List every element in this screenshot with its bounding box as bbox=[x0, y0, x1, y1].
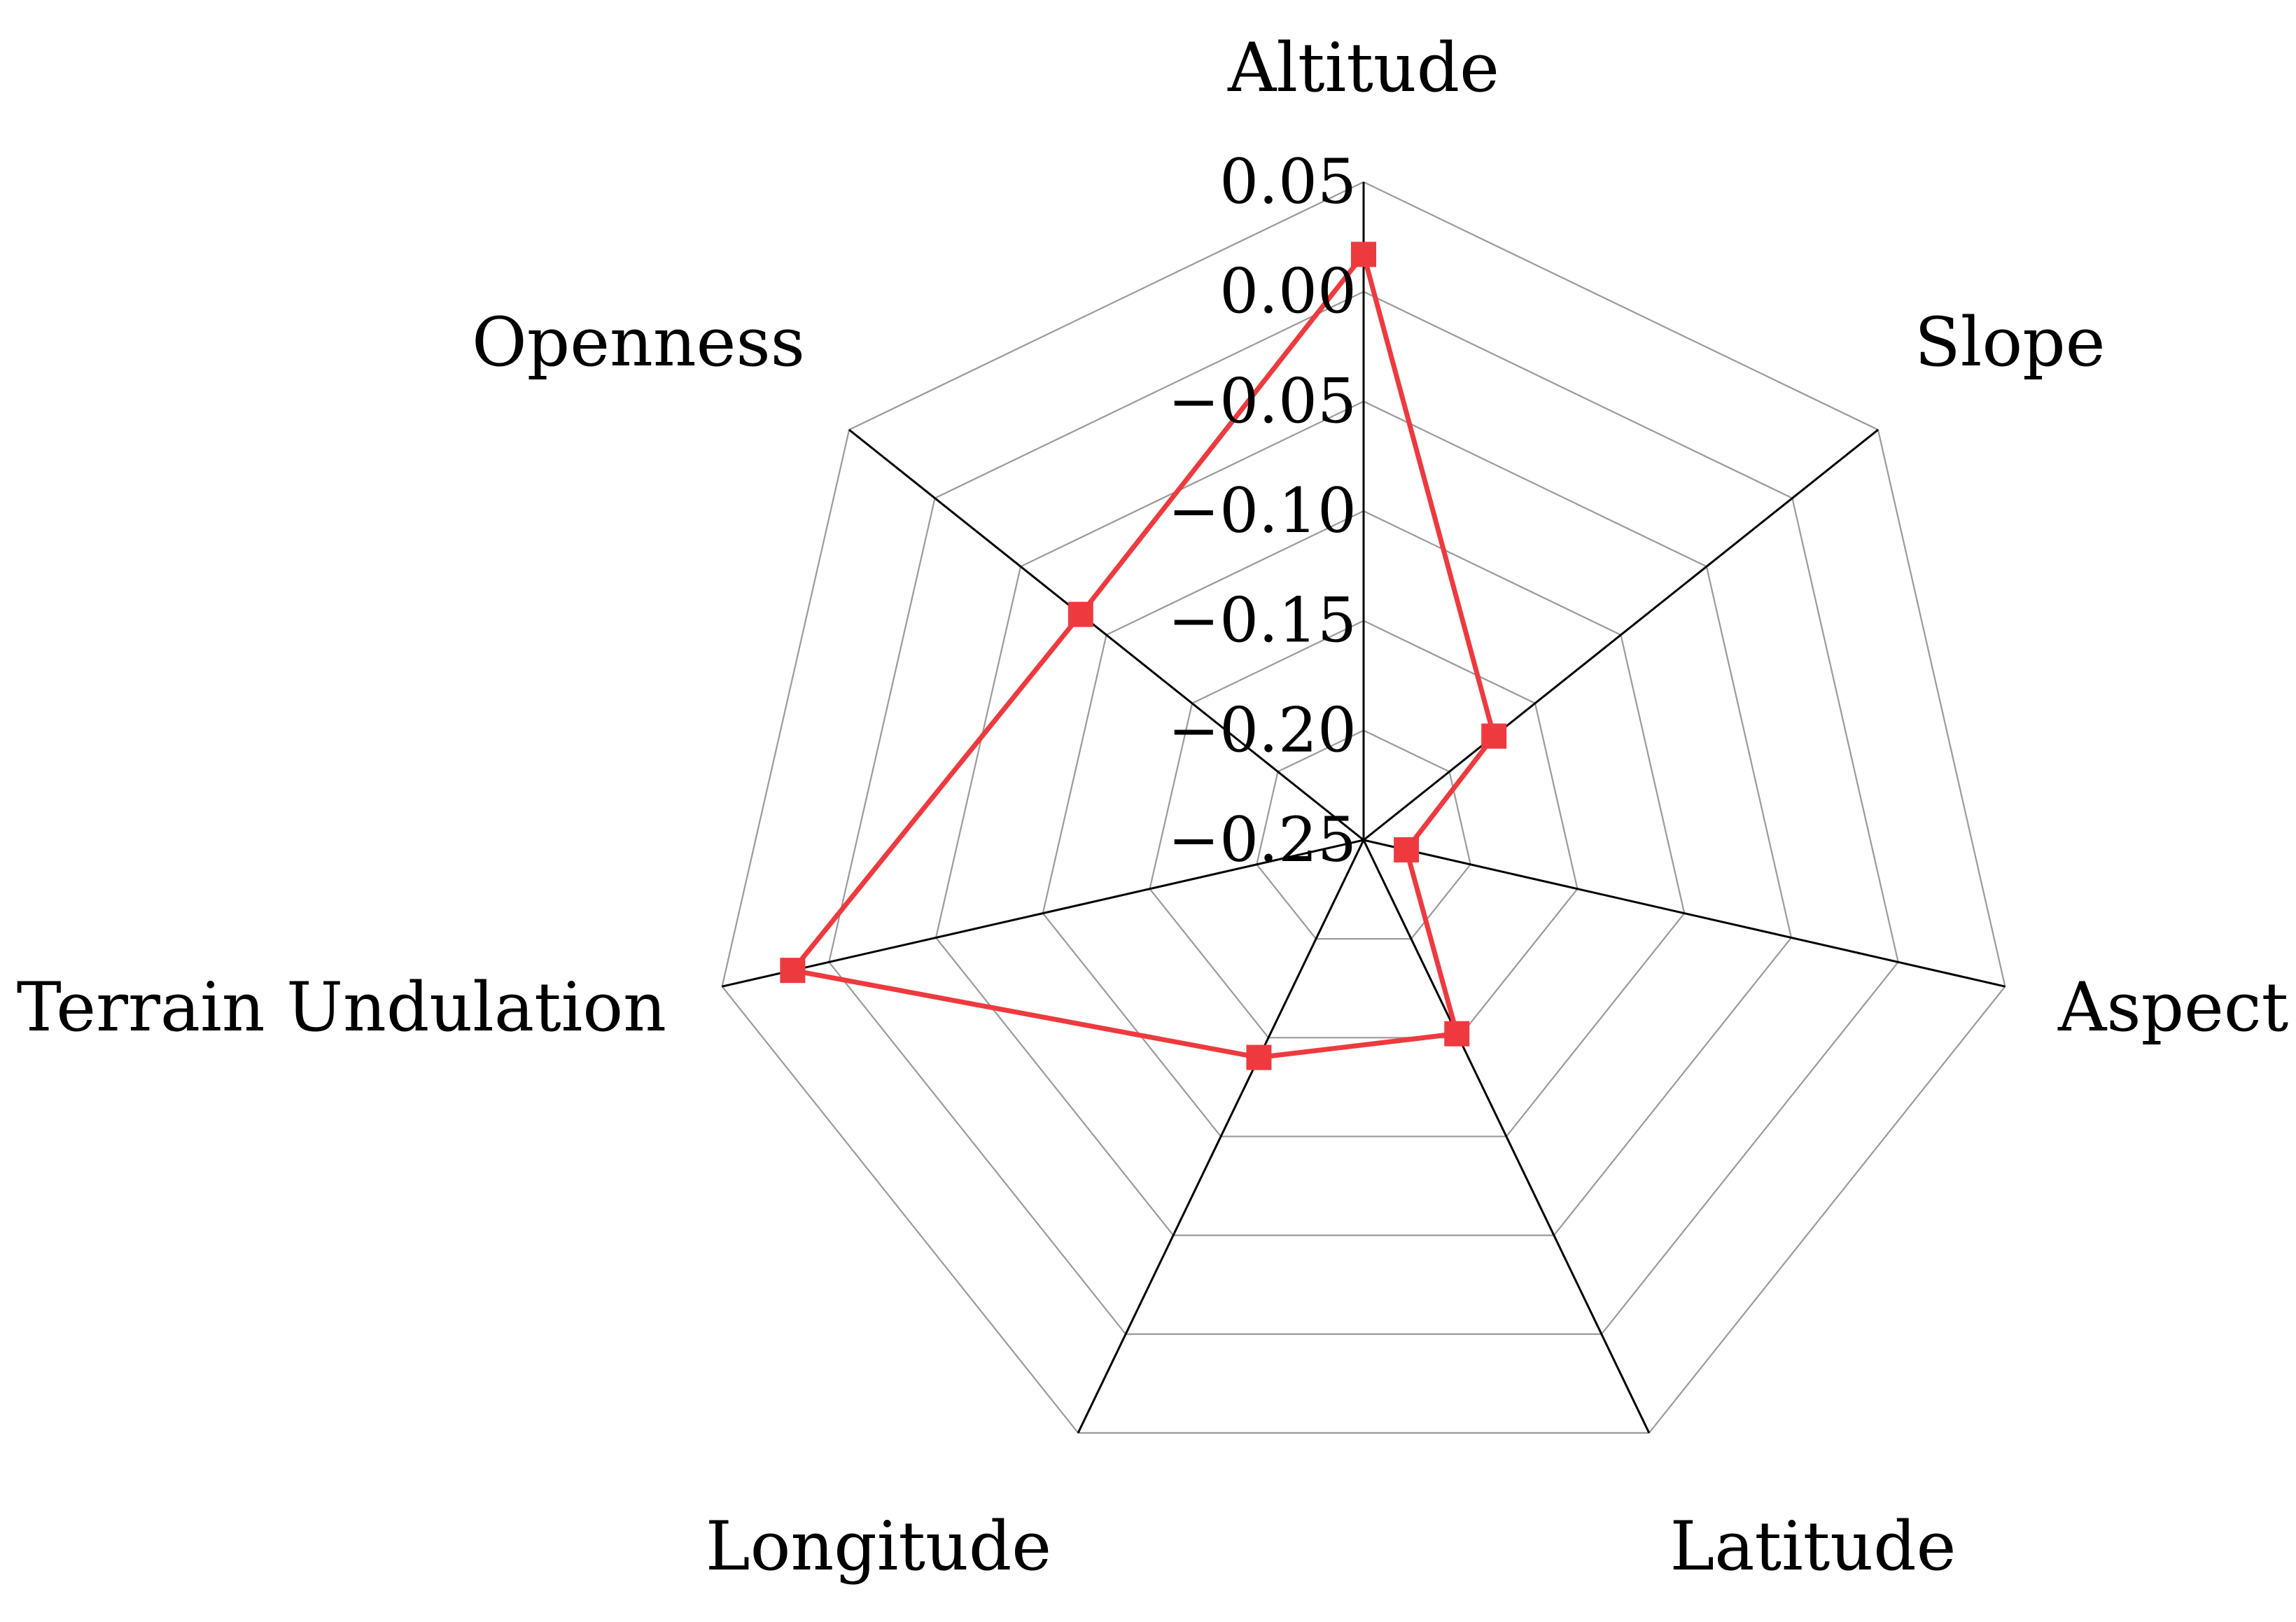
spoke-terrain-undulation bbox=[722, 839, 1364, 988]
radar-series bbox=[780, 242, 1507, 1070]
tick-label: −0.20 bbox=[1168, 694, 1357, 766]
grid-ring bbox=[1042, 510, 1686, 1138]
radial-tick-labels: 0.05 0.00 −0.05 −0.10 −0.15 −0.20 −0.25 bbox=[1168, 146, 1357, 876]
data-point-openness bbox=[1068, 601, 1093, 627]
tick-label: −0.10 bbox=[1168, 475, 1357, 547]
tick-label: −0.15 bbox=[1168, 585, 1357, 657]
grid-ring bbox=[934, 400, 1793, 1236]
tick-label: −0.25 bbox=[1168, 804, 1357, 876]
tick-label: −0.05 bbox=[1168, 365, 1357, 437]
axis-labels: Altitude Slope Aspect Latitude Longitude Terr… bbox=[17, 29, 2289, 1586]
grid-ring bbox=[721, 181, 2006, 1434]
data-point-slope bbox=[1481, 723, 1507, 749]
axis-label-altitude: Altitude bbox=[1227, 29, 1499, 107]
grid-ring bbox=[1149, 620, 1578, 1039]
axis-label-longitude: Longitude bbox=[706, 1507, 1051, 1586]
spoke-openness bbox=[848, 428, 1364, 841]
data-point-altitude bbox=[1351, 242, 1376, 267]
axis-label-aspect: Aspect bbox=[2057, 968, 2288, 1047]
data-point-aspect bbox=[1394, 837, 1420, 862]
series-line bbox=[790, 251, 1497, 1061]
spoke-aspect bbox=[1363, 839, 2005, 988]
data-point-longitude bbox=[1246, 1044, 1272, 1070]
axis-label-terrain-undulation: Terrain Undulation bbox=[17, 968, 666, 1047]
axis-label-slope: Slope bbox=[1914, 303, 2106, 382]
grid-ring bbox=[828, 291, 1899, 1335]
spoke-slope bbox=[1363, 428, 1879, 841]
radar-spokes bbox=[722, 182, 2005, 1434]
axis-label-latitude: Latitude bbox=[1670, 1507, 1956, 1586]
tick-label: 0.05 bbox=[1219, 146, 1357, 218]
data-point-terrain-undulation bbox=[780, 958, 806, 984]
data-point-latitude bbox=[1444, 1021, 1470, 1047]
spoke-longitude bbox=[1077, 839, 1365, 1434]
tick-label: 0.00 bbox=[1219, 256, 1357, 328]
axis-label-openness: Openness bbox=[472, 303, 805, 382]
spoke-latitude bbox=[1362, 839, 1651, 1434]
